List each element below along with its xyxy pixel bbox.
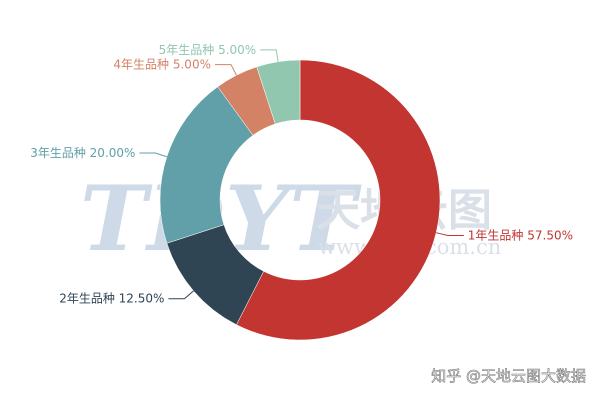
- leader-line-1: [436, 232, 464, 236]
- label-leader-lines: [139, 49, 464, 300]
- donut-slices: [159, 59, 441, 341]
- slice-label-3: 3年生品种 20.00%: [30, 146, 135, 160]
- leader-line-3: [139, 152, 168, 158]
- slice-labels: 1年生品种 57.50% 2年生品种 12.50% 3年生品种 20.00% 4年生品…: [30, 43, 573, 306]
- leader-line-4: [214, 64, 237, 76]
- slice-label-2: 2年生品种 12.50%: [59, 292, 164, 306]
- slice-label-4: 4年生品种 5.00%: [113, 58, 211, 72]
- donut-slice-1: [236, 59, 441, 341]
- source-credit: 知乎 @天地云图大数据: [431, 367, 586, 385]
- slice-label-1: 1年生品种 57.50%: [468, 228, 573, 242]
- slice-label-5: 5年生品种 5.00%: [159, 43, 257, 57]
- leader-line-2: [168, 290, 194, 300]
- donut-slice-5: [256, 59, 301, 125]
- leader-line-5: [260, 49, 279, 62]
